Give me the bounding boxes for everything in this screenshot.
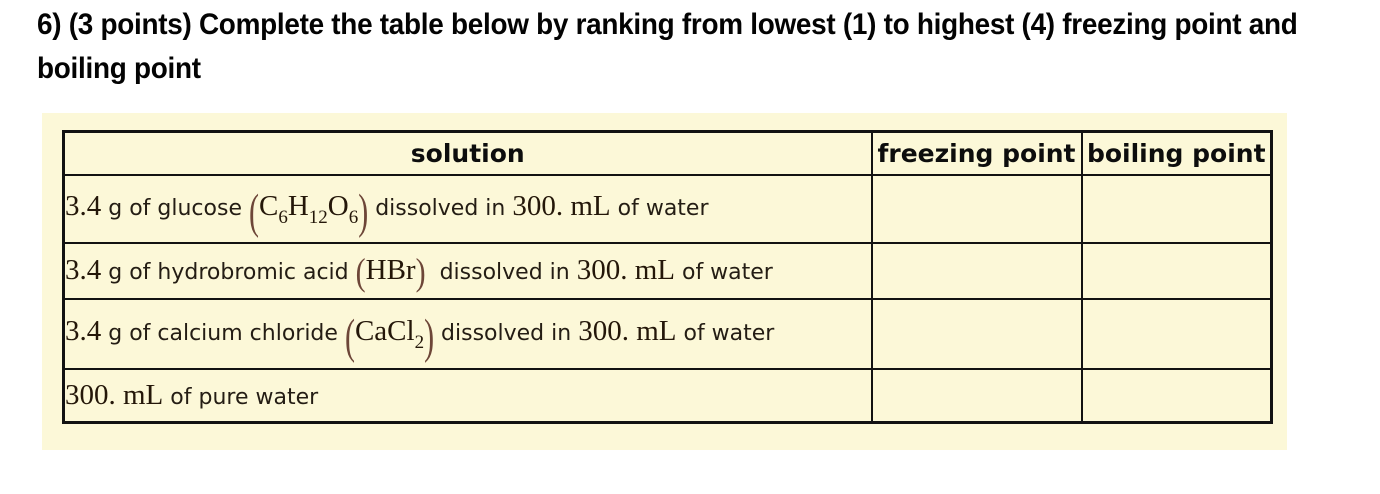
text-segment: 300. mL [578,315,677,347]
text-segment: g of calcium chloride [101,321,345,346]
text-segment: 6 [348,207,359,228]
text-segment: 300. mL [512,190,611,222]
text-segment: 3.4 [65,315,102,347]
table-body: 3.4 g of glucose (C6H12O6) dissolved in … [62,174,1273,424]
text-segment: 6 [278,207,288,228]
formula-paren: ) [358,185,369,239]
solution-cell: 3.4 g of calcium chloride (CaCl2) dissol… [62,298,873,370]
question-line-2: boiling point [37,52,201,85]
text-segment: 3.4 [65,190,102,222]
text-segment: of water [676,321,775,346]
question-line-1: 6) (3 points) Complete the table below b… [37,8,1298,41]
ranking-table: solution freezing point boiling point 3.… [62,130,1273,424]
freezing-point-cell[interactable] [870,174,1083,244]
table-row: 3.4 g of hydrobromic acid (HBr) dissolve… [62,242,1273,300]
header-row: solution freezing point boiling point [62,130,1273,176]
boiling-point-cell[interactable] [1080,368,1273,424]
text-segment: dissolved in [425,260,577,285]
table-row: 3.4 g of calcium chloride (CaCl2) dissol… [62,298,1273,370]
text-segment: of pure water [163,385,319,410]
freezing-point-cell[interactable] [870,298,1083,370]
formula-paren: ( [248,185,259,239]
formula-paren: ( [355,251,366,294]
text-segment: dissolved in [434,321,579,346]
text-segment: 2 [414,332,425,353]
freezing-point-cell[interactable] [870,368,1083,424]
column-header-boiling-point: boiling point [1080,130,1273,176]
column-header-freezing-point: freezing point [870,130,1083,176]
boiling-point-cell[interactable] [1080,174,1273,244]
text-segment: 3.4 [65,254,102,286]
column-header-solution: solution [62,130,873,176]
freezing-point-cell[interactable] [870,242,1083,300]
boiling-point-cell[interactable] [1080,298,1273,370]
formula-paren: ( [344,310,355,364]
solution-cell: 300. mL of pure water [62,368,873,424]
question-text: 6) (3 points) Complete the table below b… [37,3,1298,91]
solution-cell: 3.4 g of hydrobromic acid (HBr) dissolve… [62,242,873,300]
text-segment: H [287,190,309,222]
text-segment: of water [674,260,773,285]
text-segment: 12 [308,207,328,228]
text-segment: O [327,190,349,222]
worksheet-panel: solution freezing point boiling point 3.… [42,113,1287,450]
formula-paren: ) [415,251,426,294]
text-segment: CaCl [354,315,415,347]
text-segment: HBr [365,254,416,286]
text-segment: dissolved in [368,196,513,221]
solution-cell: 3.4 g of glucose (C6H12O6) dissolved in … [62,174,873,244]
text-segment: 300. mL [65,379,164,411]
boiling-point-cell[interactable] [1080,242,1273,300]
text-segment: 300. mL [576,254,675,286]
text-segment: g of glucose [101,196,249,221]
table-row: 300. mL of pure water [62,368,1273,424]
table-row: 3.4 g of glucose (C6H12O6) dissolved in … [62,174,1273,244]
text-segment: g of hydrobromic acid [101,260,356,285]
text-segment: C [258,190,279,222]
formula-paren: ) [424,310,435,364]
text-segment: of water [610,196,709,221]
